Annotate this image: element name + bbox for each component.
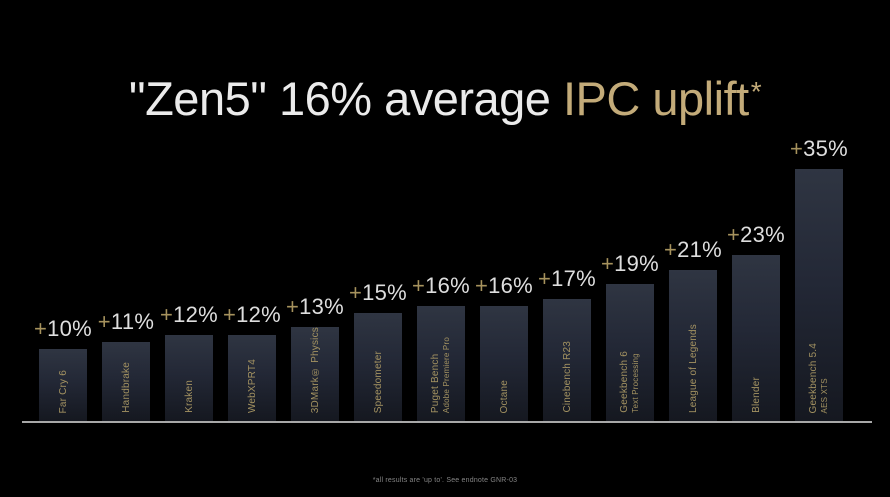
- bar-value-label: +23%: [727, 222, 785, 248]
- bar-value-label: +16%: [412, 273, 470, 299]
- bar-value-label: +11%: [98, 309, 154, 335]
- category-label-sub: Adobe Premiere Pro: [442, 336, 452, 413]
- category-label-main: Handbrake: [120, 362, 132, 413]
- chart-bar-handbrake: +11% Handbrake: [98, 309, 154, 421]
- category-label-main: Geekbench 5.4: [808, 342, 820, 413]
- value-number: 12%: [173, 302, 219, 327]
- value-number: 12%: [236, 302, 282, 327]
- chart-bar-cinebench-r23: +17% Cinebench R23: [538, 266, 596, 421]
- bar-value-label: +35%: [790, 136, 848, 162]
- bar-category-label: Cinebench R23: [561, 341, 574, 413]
- value-plus-sign: +: [222, 302, 237, 327]
- title-main: "Zen5" 16% average: [128, 72, 563, 126]
- category-label-main: Kraken: [183, 380, 195, 413]
- bar-category-label: Speedometer: [372, 351, 385, 413]
- value-plus-sign: +: [726, 222, 741, 247]
- bar-category-label: 3DMark® Physics: [309, 327, 322, 413]
- bar-value-label: +12%: [223, 302, 281, 328]
- title-asterisk: *: [750, 76, 762, 108]
- bar-value-label: +13%: [286, 294, 344, 320]
- ipc-uplift-bar-chart: +10% Far Cry 6 +11% Handbrake +12% Kraken +12%…: [22, 136, 872, 423]
- chart-bar-webxprt4: +12% WebXPRT4: [223, 302, 281, 421]
- bar-value-label: +17%: [538, 266, 596, 292]
- chart-bar-puget-bench: +16% Puget Bench Adobe Premiere Pro: [412, 273, 470, 421]
- value-number: 11%: [110, 309, 155, 334]
- value-plus-sign: +: [33, 316, 48, 341]
- value-number: 15%: [362, 280, 408, 305]
- bar-category-label: WebXPRT4: [246, 359, 259, 413]
- value-plus-sign: +: [663, 237, 678, 262]
- chart-bar-geekbench-6: +19% Geekbench 6 Text Processing: [601, 251, 659, 421]
- chart-baseline-axis: [22, 421, 872, 423]
- value-plus-sign: +: [411, 273, 426, 298]
- value-plus-sign: +: [789, 136, 804, 161]
- bar-category-label: Puget Bench Adobe Premiere Pro: [429, 337, 452, 413]
- chart-title: "Zen5" 16% average IPC uplift*: [0, 71, 890, 126]
- value-number: 35%: [803, 136, 849, 161]
- category-label-main: Geekbench 6: [619, 351, 631, 413]
- value-number: 23%: [740, 222, 786, 247]
- value-plus-sign: +: [600, 251, 615, 276]
- category-label-main: Speedometer: [372, 350, 384, 413]
- value-number: 10%: [47, 316, 93, 341]
- value-plus-sign: +: [285, 294, 300, 319]
- value-number: 13%: [299, 294, 345, 319]
- category-label-main: WebXPRT4: [246, 358, 258, 413]
- bar-category-label: Geekbench 6 Text Processing: [618, 351, 641, 413]
- value-number: 16%: [488, 273, 534, 298]
- category-label-main: Blender: [750, 377, 762, 413]
- value-plus-sign: +: [348, 280, 363, 305]
- bar-value-label: +12%: [160, 302, 218, 328]
- category-label-main: 3DMark® Physics: [309, 326, 321, 413]
- chart-bar-3dmark-physics: +13% 3DMark® Physics: [286, 294, 344, 421]
- footnote: *all results are 'up to'. See endnote GN…: [372, 477, 518, 484]
- bar-category-label: Octane: [498, 380, 511, 413]
- bar-category-label: Far Cry 6: [57, 370, 70, 413]
- chart-bar-league-of-legends: +21% League of Legends: [664, 237, 722, 421]
- title-highlight: IPC uplift: [563, 72, 749, 126]
- chart-bar-kraken: +12% Kraken: [160, 302, 218, 421]
- value-number: 16%: [425, 273, 471, 298]
- value-number: 19%: [614, 251, 660, 276]
- chart-bar-blender: +23% Blender: [727, 222, 785, 421]
- chart-bar-far-cry-6: +10% Far Cry 6: [34, 316, 92, 421]
- bar-value-label: +10%: [34, 316, 92, 342]
- bar-value-label: +19%: [601, 251, 659, 277]
- value-plus-sign: +: [537, 266, 552, 291]
- chart-bar-speedometer: +15% Speedometer: [349, 280, 407, 421]
- bar-value-label: +15%: [349, 280, 407, 306]
- category-label-sub: AES XTS: [820, 377, 830, 413]
- category-label-sub: Text Processing: [631, 353, 641, 413]
- category-label-main: Cinebench R23: [561, 341, 573, 413]
- value-plus-sign: +: [474, 273, 489, 298]
- bar-category-label: League of Legends: [687, 324, 700, 413]
- bar-value-label: +21%: [664, 237, 722, 263]
- category-label-main: Far Cry 6: [57, 369, 69, 413]
- category-label-main: Puget Bench: [430, 353, 442, 413]
- value-plus-sign: +: [97, 309, 111, 334]
- category-label-main: Octane: [498, 379, 510, 413]
- bar-category-label: Kraken: [183, 380, 196, 413]
- value-number: 21%: [677, 237, 723, 262]
- bar-category-label: Geekbench 5.4 AES XTS: [807, 343, 830, 413]
- bar-category-label: Handbrake: [120, 362, 133, 413]
- value-plus-sign: +: [159, 302, 174, 327]
- category-label-main: League of Legends: [687, 323, 699, 413]
- value-number: 17%: [551, 266, 597, 291]
- chart-bar-octane: +16% Octane: [475, 273, 533, 421]
- bar-category-label: Blender: [750, 377, 763, 413]
- bar-value-label: +16%: [475, 273, 533, 299]
- chart-bar-geekbench-5-4: +35% Geekbench 5.4 AES XTS: [790, 136, 848, 421]
